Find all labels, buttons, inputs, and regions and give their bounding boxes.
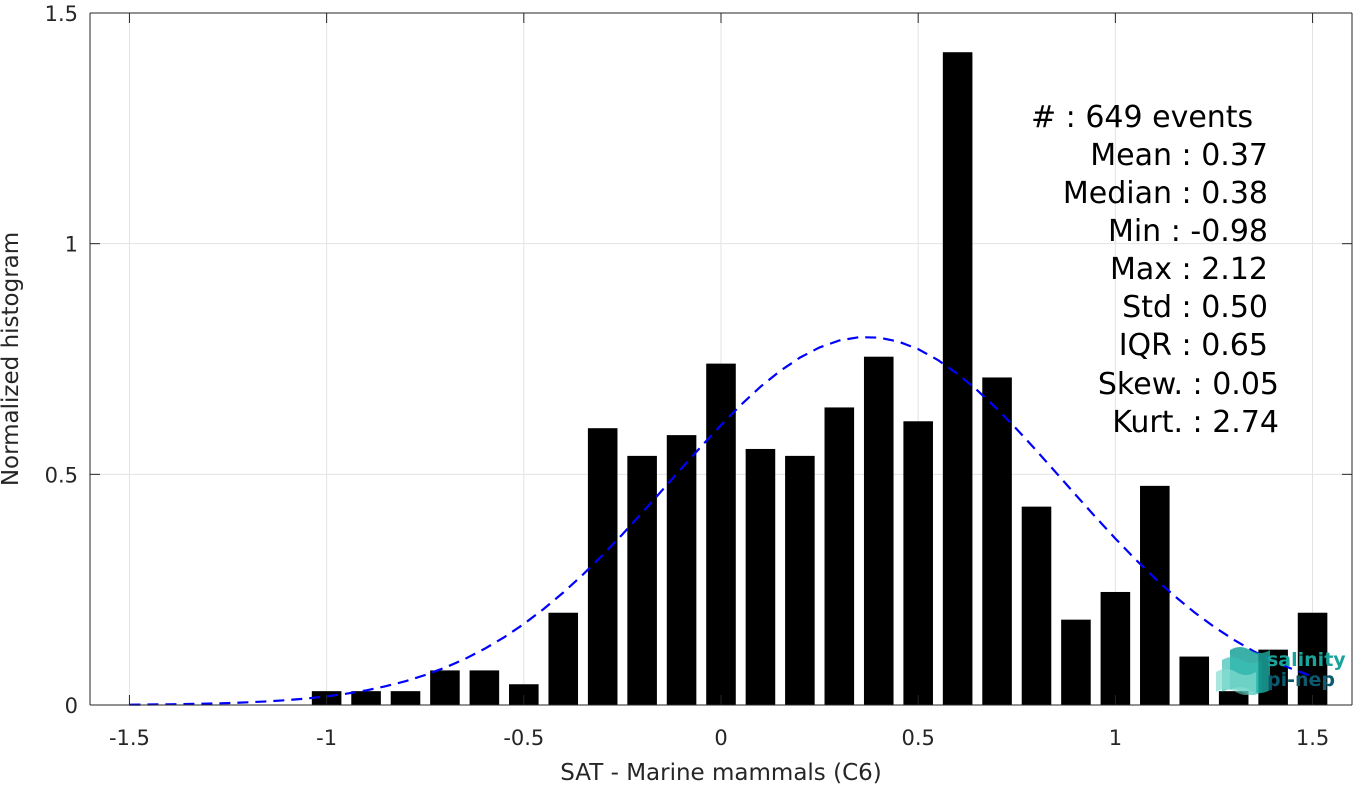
histogram-bar-18 xyxy=(1021,506,1052,705)
x-tick-label-3: 0 xyxy=(714,726,727,750)
tick-labels: -1.5 -1 -0.5 0 0.5 1 1.5 0 0.5 1 1.5 xyxy=(45,2,1330,750)
histogram-bar-7 xyxy=(587,428,618,705)
x-tick-label-0: -1.5 xyxy=(109,726,150,750)
stats-mean: Mean : 0.37 xyxy=(1090,138,1268,173)
stats-count: # : 649 events xyxy=(1031,100,1253,135)
histogram-bar-19 xyxy=(1061,619,1091,705)
stats-skew: Skew. : 0.05 xyxy=(1098,367,1279,402)
histogram-bar-11 xyxy=(745,448,776,705)
histogram-bars xyxy=(311,52,1328,706)
salinity-pinep-logo: salinity pi-nep xyxy=(1216,647,1346,695)
histogram-bar-20 xyxy=(1100,591,1131,705)
logo-text-salinity: salinity xyxy=(1267,649,1346,671)
histogram-bar-14 xyxy=(863,356,894,705)
y-tick-label-1: 0.5 xyxy=(45,463,78,487)
x-tick-label-4: 0.5 xyxy=(901,726,934,750)
histogram-bar-13 xyxy=(824,407,855,705)
normal-fit-curve xyxy=(129,336,1313,706)
stats-std: Std : 0.50 xyxy=(1122,290,1268,325)
fit-curve-layer xyxy=(129,336,1313,706)
histogram-bar-1 xyxy=(351,691,381,705)
stats-median: Median : 0.38 xyxy=(1063,176,1268,211)
y-tick-label-2: 1 xyxy=(65,233,78,257)
histogram-bar-17 xyxy=(982,377,1012,705)
histogram-bar-3 xyxy=(430,670,460,705)
x-tick-label-1: -1 xyxy=(316,726,337,750)
wave-icon xyxy=(1216,647,1270,695)
histogram-bar-10 xyxy=(706,363,736,705)
histogram-bar-8 xyxy=(627,455,657,705)
x-axis-label: SAT - Marine mammals (C6) xyxy=(560,760,882,785)
x-tick-label-5: 1 xyxy=(1109,726,1122,750)
y-axis-label: Normalized histogram xyxy=(0,232,24,486)
histogram-bar-15 xyxy=(903,421,933,705)
logo-text-pinep: pi-nep xyxy=(1267,669,1335,691)
histogram-bar-2 xyxy=(390,691,421,705)
histogram-bar-4 xyxy=(469,670,500,705)
stats-iqr: IQR : 0.65 xyxy=(1119,328,1268,363)
y-tick-label-3: 1.5 xyxy=(45,2,78,26)
histogram-bar-9 xyxy=(666,435,697,705)
histogram-bar-23 xyxy=(1218,691,1249,705)
histogram-bar-22 xyxy=(1179,656,1210,705)
axes-frame xyxy=(89,12,1353,706)
histogram-bar-12 xyxy=(785,455,815,705)
x-tick-label-6: 1.5 xyxy=(1296,726,1329,750)
y-tick-label-0: 0 xyxy=(65,694,78,718)
histogram-bar-25 xyxy=(1297,612,1328,705)
x-tick-label-2: -0.5 xyxy=(503,726,544,750)
stats-annotation: # : 649 events Mean : 0.37 Median : 0.38… xyxy=(1031,100,1279,440)
histogram-bar-6 xyxy=(548,612,579,705)
stats-min: Min : -0.98 xyxy=(1108,214,1268,249)
histogram-bar-21 xyxy=(1140,485,1170,705)
stats-max: Max : 2.12 xyxy=(1110,252,1268,287)
histogram-bar-16 xyxy=(942,52,973,706)
stats-kurt: Kurt. : 2.74 xyxy=(1112,405,1279,440)
histogram-bar-5 xyxy=(509,684,539,705)
